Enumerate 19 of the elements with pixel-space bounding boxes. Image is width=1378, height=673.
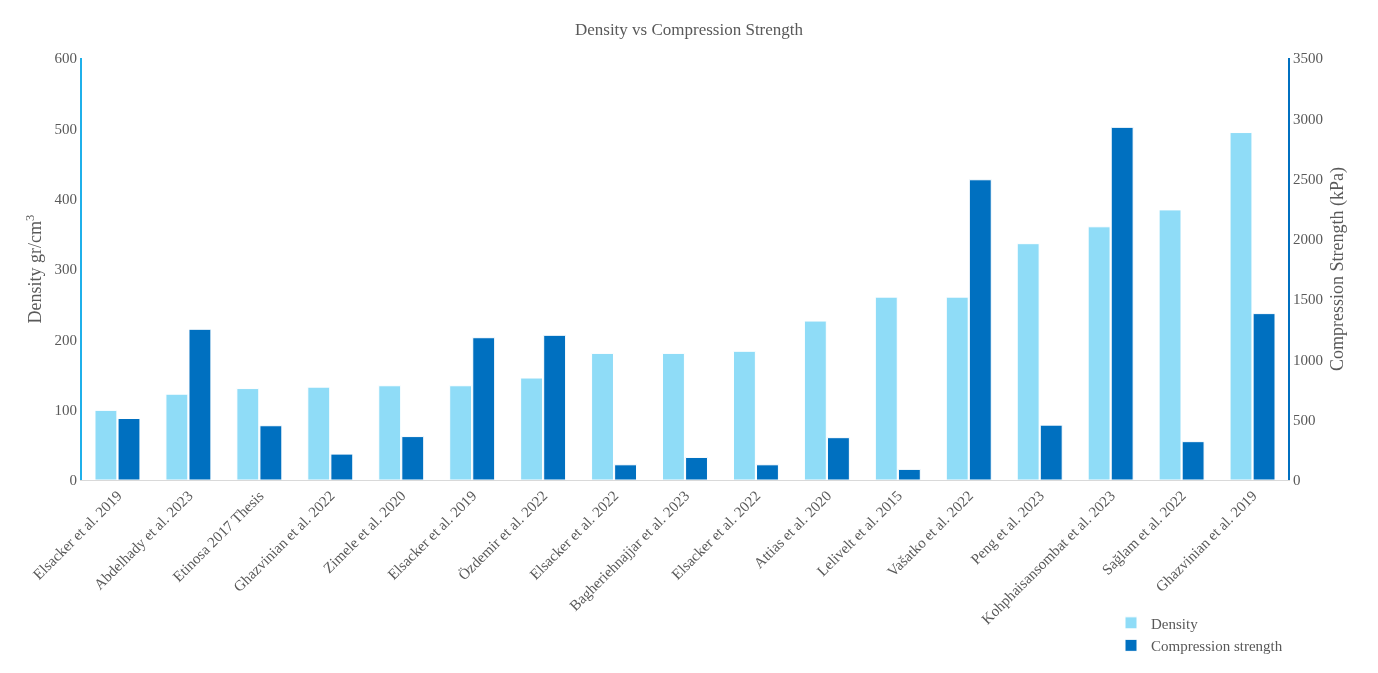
y-tick-label: 600 xyxy=(54,50,77,67)
y-tick-label: 0 xyxy=(69,472,77,489)
y-tick-label: 500 xyxy=(54,120,77,137)
y2-tick-label: 2500 xyxy=(1293,170,1323,187)
y-tick-label: 200 xyxy=(54,331,77,348)
y-tick-label: 100 xyxy=(54,401,77,418)
y2-tick-label: 3500 xyxy=(1293,50,1323,67)
legend-label: Density xyxy=(1151,615,1199,632)
y2-tick-label: 1500 xyxy=(1293,291,1323,308)
y2-tick-label: 0 xyxy=(1293,472,1301,489)
y2-axis-title: Compression Strength (kPa) xyxy=(1326,167,1348,371)
y-tick-label: 300 xyxy=(54,261,77,278)
legend-label: Compression strength xyxy=(1151,638,1283,655)
y2-tick-label: 2000 xyxy=(1293,231,1323,248)
chart-title: Density vs Compression Strength xyxy=(574,20,804,40)
y-tick-label: 400 xyxy=(54,190,77,207)
y2-tick-label: 3000 xyxy=(1293,110,1323,127)
y2-tick-label: 1000 xyxy=(1293,351,1323,368)
y2-tick-label: 500 xyxy=(1293,411,1316,428)
